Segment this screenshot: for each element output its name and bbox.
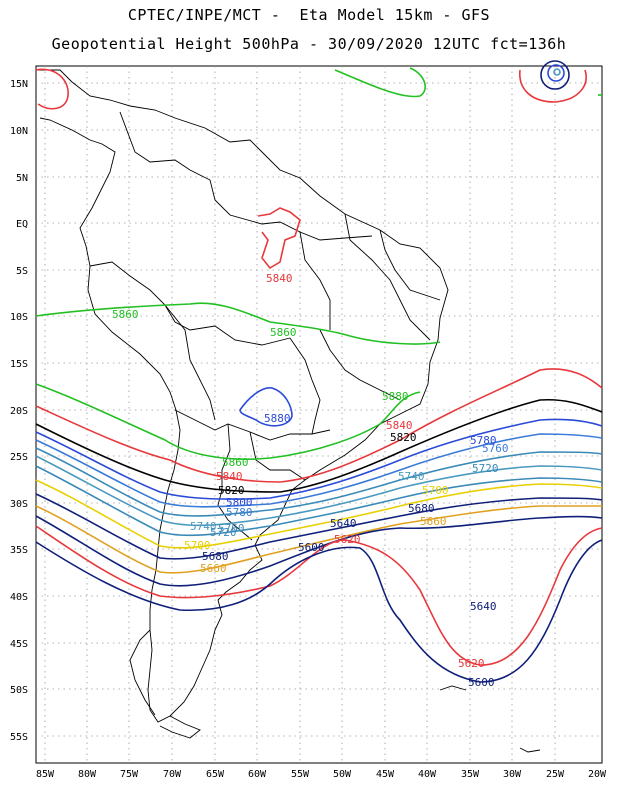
contour-line	[35, 383, 421, 460]
lon-tick-label: 30W	[503, 769, 522, 780]
contour-line	[35, 447, 603, 517]
lon-tick-label: 55W	[291, 769, 310, 780]
lat-tick-label: 10S	[10, 312, 28, 323]
contour-label: 5720	[472, 462, 499, 475]
contour-label: 5640	[470, 600, 497, 613]
contour-line	[35, 493, 603, 560]
contour-line	[35, 515, 603, 587]
longitude-axis: 85W 80W 75W 70W 65W 60W 55W 50W 45W 40W …	[36, 769, 607, 780]
contour-line	[35, 368, 603, 483]
contour-label: 5720	[210, 526, 237, 539]
contour-label: 5680	[202, 550, 229, 563]
contour-line	[35, 525, 603, 666]
contour-line	[35, 455, 603, 527]
contour-label: 5880	[382, 390, 409, 403]
lon-tick-label: 65W	[206, 769, 225, 780]
contour-line	[35, 479, 603, 549]
lon-tick-label: 60W	[248, 769, 267, 780]
contour-label: 5740	[398, 470, 425, 483]
contour-line	[35, 398, 603, 493]
contour-label: 5820	[218, 484, 245, 497]
lon-tick-label: 35W	[461, 769, 480, 780]
contour-label: 5800	[226, 496, 253, 509]
lon-tick-label: 70W	[163, 769, 182, 780]
contour-label: 5620	[334, 533, 361, 546]
lat-tick-label: 35S	[10, 545, 28, 556]
contour-line	[547, 64, 565, 82]
contour-line	[257, 207, 301, 270]
contour-label: 5700	[422, 484, 449, 497]
lon-tick-label: 40W	[418, 769, 437, 780]
contour-label: 5600	[468, 676, 495, 689]
lat-tick-label: 20S	[10, 406, 28, 417]
lon-tick-label: 50W	[333, 769, 352, 780]
lat-tick-label: 15N	[10, 79, 28, 90]
contour-label: 5840	[386, 419, 413, 432]
contour-line	[35, 433, 603, 508]
lat-tick-label: 40S	[10, 592, 28, 603]
contour-line	[540, 60, 570, 90]
lat-tick-label: 5S	[16, 266, 28, 277]
contour-label: 5780	[226, 506, 253, 519]
lat-tick-label: 10N	[10, 126, 28, 137]
contour-line	[35, 539, 603, 683]
contour-label: 5840	[216, 470, 243, 483]
lon-tick-label: 80W	[78, 769, 97, 780]
contour-line	[334, 67, 426, 98]
lat-tick-label: 5N	[16, 173, 28, 184]
contour-label: 5860	[270, 326, 297, 339]
map-title-line-2: Geopotential Height 500hPa - 30/09/2020 …	[51, 35, 567, 53]
lon-tick-label: 25W	[546, 769, 565, 780]
contour-label: 5880	[264, 412, 291, 425]
latitude-axis: 15N 10N 5N EQ 5S 10S 15S 20S 25S 30S 35S…	[10, 79, 28, 743]
contour-line	[35, 418, 603, 500]
lat-tick-label: 50S	[10, 685, 28, 696]
contour-line	[553, 68, 561, 76]
lat-tick-label: 15S	[10, 359, 28, 370]
lon-tick-label: 75W	[120, 769, 139, 780]
contour-label: 5660	[420, 515, 447, 528]
lat-tick-label: EQ	[16, 219, 28, 230]
contour-label: 5860	[112, 308, 139, 321]
contour-line	[519, 69, 587, 103]
contour-label: 5680	[408, 502, 435, 515]
contour-line	[35, 505, 602, 574]
lat-tick-label: 45S	[10, 639, 28, 650]
contour-label: 5640	[330, 517, 357, 530]
map-title-line-1: CPTEC/INPE/MCT - Eta Model 15km - GFS	[127, 6, 491, 24]
graticule	[36, 66, 602, 763]
contour-label: 5760	[218, 522, 245, 535]
contour-label: 5840	[266, 272, 293, 285]
lon-tick-label: 20W	[588, 769, 607, 780]
lat-tick-label: 25S	[10, 452, 28, 463]
contour-label: 5780	[470, 434, 497, 447]
height-contours	[35, 60, 603, 683]
contour-label: 5660	[200, 562, 227, 575]
lat-tick-label: 55S	[10, 732, 28, 743]
lon-tick-label: 45W	[376, 769, 395, 780]
contour-label: 5820	[390, 431, 417, 444]
contour-line	[35, 465, 603, 537]
map-frame	[35, 65, 603, 764]
contour-line	[239, 387, 293, 427]
contour-label: 5700	[184, 539, 211, 552]
contour-line	[35, 68, 69, 110]
contour-label: 5740	[190, 520, 217, 533]
lon-tick-label: 85W	[36, 769, 55, 780]
lat-tick-label: 30S	[10, 499, 28, 510]
contour-label: 5760	[482, 442, 509, 455]
contour-label: 5860	[222, 456, 249, 469]
contour-label: 5600	[298, 541, 325, 554]
contour-line	[35, 302, 441, 345]
contour-label: 5620	[458, 657, 485, 670]
